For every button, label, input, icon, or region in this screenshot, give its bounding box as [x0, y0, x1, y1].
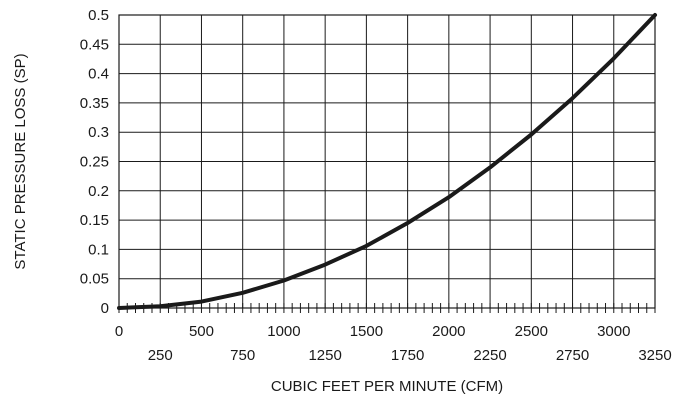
- y-axis-title: STATIC PRESSURE LOSS (SP): [12, 53, 29, 269]
- x-tick-label: 3250: [638, 347, 671, 364]
- y-tick-labels: 0 0.05 0.1 0.15 0.2 0.25 0.3 0.35 0.4 0.45 0.5: [80, 7, 109, 317]
- x-tick-label: 2750: [556, 347, 589, 364]
- y-tick-label: 0.1: [88, 241, 109, 258]
- grid: [118, 14, 656, 309]
- x-tick-label: 750: [230, 347, 255, 364]
- x-tick-label: 3000: [597, 323, 630, 340]
- y-tick-label: 0.2: [88, 183, 109, 200]
- y-tick-label: 0.15: [80, 212, 109, 229]
- series-line: [117, 13, 657, 310]
- y-tick-label: 0.45: [80, 36, 109, 53]
- x-tick-label: 0: [115, 323, 123, 340]
- y-tick-label: 0.5: [88, 7, 109, 24]
- y-tick-label: 0.25: [80, 154, 109, 171]
- x-tick-label: 2250: [473, 347, 506, 364]
- x-tick-label: 500: [189, 323, 214, 340]
- x-tick-labels: 0 500 1000 1500 2000 2500 3000 250 750 1250 1750 22…: [115, 323, 672, 364]
- x-tick-label: 2500: [515, 323, 548, 340]
- y-tick-label: 0.3: [88, 124, 109, 141]
- x-axis-title: CUBIC FEET PER MINUTE (CFM): [271, 378, 503, 395]
- x-tick-label: 1500: [350, 323, 383, 340]
- x-tick-label: 1750: [391, 347, 424, 364]
- x-tick-label: 2000: [432, 323, 465, 340]
- x-tick-label: 1000: [267, 323, 300, 340]
- x-tick-label: 250: [148, 347, 173, 364]
- y-tick-label: 0.4: [88, 66, 109, 83]
- y-tick-label: 0.35: [80, 95, 109, 112]
- x-tick-label: 1250: [308, 347, 341, 364]
- plot-frame: [118, 14, 656, 309]
- y-tick-label: 0: [101, 300, 109, 317]
- y-tick-label: 0.05: [80, 271, 109, 288]
